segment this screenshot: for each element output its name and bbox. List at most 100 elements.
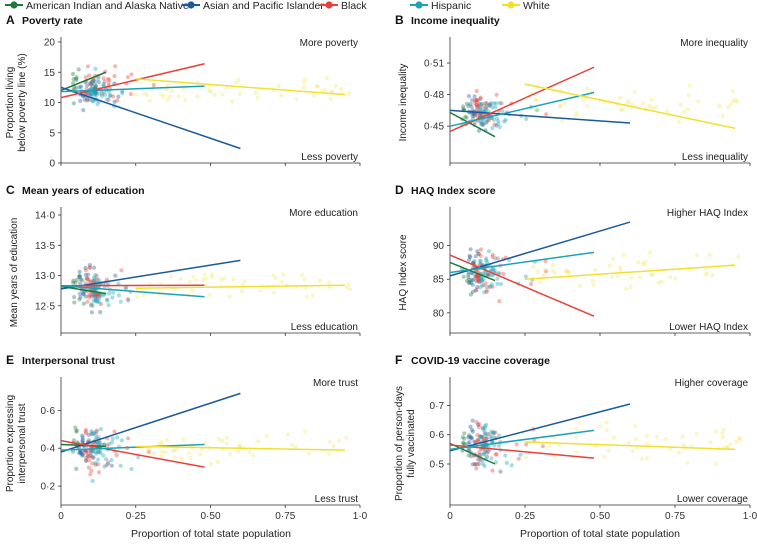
scatter-point-white <box>294 96 299 102</box>
scatter-point-hispanic <box>93 92 98 97</box>
scatter-point-white <box>279 279 284 284</box>
scatter-point-black <box>85 64 91 69</box>
scatter-point-white <box>258 288 263 293</box>
scatter-point-black <box>88 82 94 87</box>
y-tick-label: 0·2 <box>41 482 56 493</box>
scatter-point-white <box>535 269 541 274</box>
scatter-point-hispanic <box>96 277 101 282</box>
scatter-point-hispanic <box>524 116 529 121</box>
scatter-point-black <box>497 299 502 304</box>
scatter-point-black <box>473 439 478 444</box>
scatter-point-black <box>92 294 97 299</box>
scatter-point-white <box>640 261 645 266</box>
y-tick-label: 12·5 <box>35 301 55 312</box>
scatter-point-american-indian-and-alaska-native <box>461 274 466 279</box>
annotation-top: More poverty <box>300 38 358 49</box>
scatter-point-hispanic <box>490 105 495 110</box>
scatter-point-asian-and-pacific-islander <box>484 454 490 459</box>
scatter-point-black <box>475 432 480 437</box>
scatter-point-asian-and-pacific-islander <box>82 97 87 102</box>
scatter-point-black <box>83 427 88 432</box>
scatter-point-white <box>541 273 546 278</box>
scatter-point-american-indian-and-alaska-native <box>71 81 76 86</box>
scatter-point-american-indian-and-alaska-native <box>74 277 79 283</box>
scatter-point-asian-and-pacific-islander <box>468 101 473 106</box>
scatter-point-hispanic <box>95 102 100 107</box>
scatter-point-hispanic <box>478 259 483 264</box>
panel-d: D HAQ Index score 80 85 90 HAQ Index score Hig… <box>395 183 751 336</box>
scatter-point-hispanic <box>491 431 496 436</box>
scatter-point-white <box>344 435 349 440</box>
scatter-point-hispanic <box>107 94 112 99</box>
legend-item-hispanic: Hispanic <box>410 0 471 12</box>
scatter-point-hispanic <box>484 284 489 289</box>
scatter-point-white <box>315 84 320 89</box>
scatter-points <box>70 64 352 113</box>
scatter-point-hispanic <box>105 461 111 467</box>
scatter-point-asian-and-pacific-islander <box>474 279 479 284</box>
scatter-point-hispanic <box>483 107 488 113</box>
trend-line-asian-and-pacific-islander <box>449 109 631 124</box>
scatter-point-white <box>562 101 567 106</box>
scatter-point-american-indian-and-alaska-native <box>74 76 79 81</box>
scatter-point-white <box>169 274 174 279</box>
trend-line-white <box>135 284 346 289</box>
scatter-point-american-indian-and-alaska-native <box>70 71 76 77</box>
scatter-point-asian-and-pacific-islander <box>473 112 478 117</box>
scatter-point-hispanic <box>124 285 129 290</box>
scatter-point-white <box>720 113 725 118</box>
scatter-point-hispanic <box>495 276 500 281</box>
trend-line-hispanic <box>449 91 595 127</box>
scatter-point-asian-and-pacific-islander <box>78 295 83 300</box>
scatter-point-hispanic <box>493 105 498 110</box>
scatter-point-black <box>474 97 479 103</box>
scatter-point-hispanic <box>97 91 102 96</box>
scatter-point-white <box>179 456 184 462</box>
panel-title: Income inequality <box>411 15 500 27</box>
scatter-point-white <box>725 445 730 450</box>
x-tick-label: 1·0 <box>353 511 368 522</box>
scatter-point-white <box>617 265 623 270</box>
scatter-point-white <box>585 86 590 91</box>
x-tick-label: 0·25 <box>126 511 146 522</box>
scatter-point-white <box>290 442 295 447</box>
scatter-point-hispanic <box>481 271 486 276</box>
scatter-point-black <box>475 437 480 442</box>
scatter-points <box>460 247 741 304</box>
scatter-point-black <box>107 77 112 82</box>
scatter-point-white <box>303 77 308 82</box>
scatter-point-hispanic <box>90 93 95 98</box>
scatter-point-hispanic <box>518 452 523 457</box>
scatter-point-asian-and-pacific-islander <box>80 435 85 440</box>
scatter-point-white <box>227 452 232 457</box>
annotation-bottom: Lower HAQ Index <box>669 322 748 333</box>
scatter-point-white <box>240 289 245 294</box>
scatter-point-white <box>167 94 172 99</box>
scatter-point-hispanic <box>486 103 492 108</box>
scatter-point-white <box>574 427 579 432</box>
trend-line-asian-and-pacific-islander <box>60 86 241 150</box>
scatter-point-white <box>216 437 221 442</box>
scatter-point-black <box>95 277 100 282</box>
scatter-point-white <box>327 439 332 444</box>
scatter-point-black <box>473 98 478 103</box>
scatter-point-black <box>113 64 118 69</box>
scatter-point-hispanic <box>90 79 95 85</box>
scatter-point-american-indian-and-alaska-native <box>73 280 78 285</box>
y-tick-label: 20 <box>44 38 56 49</box>
scatter-point-black <box>86 465 91 470</box>
scatter-point-black <box>478 95 483 100</box>
scatter-point-hispanic <box>94 451 99 456</box>
scatter-point-asian-and-pacific-islander <box>81 108 86 113</box>
y-tick-label: 90 <box>433 241 445 252</box>
scatter-point-white <box>533 108 538 113</box>
scatter-point-hispanic <box>487 101 492 107</box>
scatter-point-asian-and-pacific-islander <box>472 259 477 264</box>
scatter-point-black <box>474 102 479 107</box>
trend-line-asian-and-pacific-islander <box>449 221 631 277</box>
scatter-point-asian-and-pacific-islander <box>112 99 117 104</box>
scatter-point-hispanic <box>488 284 493 289</box>
scatter-point-black <box>486 272 491 278</box>
annotation-top: More education <box>289 208 358 219</box>
scatter-point-hispanic <box>482 464 487 469</box>
